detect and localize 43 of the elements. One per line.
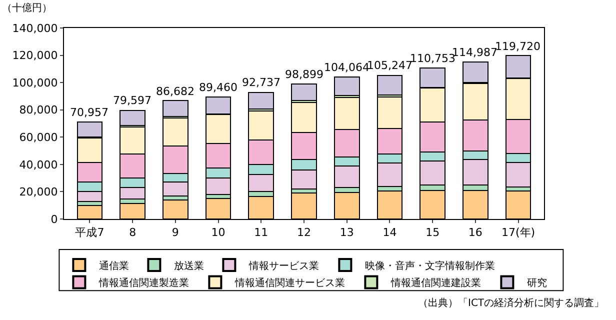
legend-label: 情報通信関連サービス業 — [234, 277, 346, 290]
total-label: 92,737 — [242, 76, 280, 89]
x-tick-label: 13 — [340, 226, 354, 240]
legend-label: 通信業 — [99, 260, 130, 272]
total-label: 86,682 — [156, 85, 194, 98]
bar — [334, 76, 360, 96]
total-label: 98,899 — [285, 68, 324, 81]
legend-label: 情報通信関連製造業 — [98, 277, 190, 290]
x-tick-label: 16 — [468, 226, 482, 240]
bar — [248, 92, 274, 110]
text: （出典）「ICTの経済分析に関する調査」 — [418, 297, 604, 309]
y-tick-label: 140,000 — [12, 22, 58, 35]
x-tick-label: 14 — [382, 226, 397, 240]
total-label: 79,597 — [113, 94, 152, 107]
total-label: 110,753 — [410, 52, 456, 65]
y-tick-label: 80,000 — [19, 104, 58, 117]
legend-label: 放送業 — [174, 260, 204, 272]
x-tick-label: 11 — [254, 226, 268, 240]
y-tick-label: 100,000 — [12, 76, 58, 90]
x-tick-label: 9 — [172, 226, 179, 240]
total-label: 104,064 — [324, 61, 370, 74]
y-axis-title: （十億円） — [2, 2, 52, 14]
bar — [376, 74, 403, 96]
total-label: 70,957 — [70, 106, 108, 119]
legend-label: 情報通信関連建設業 — [390, 277, 482, 290]
y-tick-label: 120,000 — [12, 49, 58, 62]
x-tick-label: 平成7 — [75, 226, 104, 240]
y-tick-label: 40,000 — [19, 158, 58, 172]
total-label: 89,460 — [199, 81, 238, 94]
x-tick-label: 10 — [211, 226, 226, 240]
total-label: 105,247 — [367, 59, 412, 72]
x-tick-label: 17(年) — [501, 226, 536, 240]
legend-label: 映像・音声・文字情報制作業 — [365, 260, 496, 272]
legend-label: 情報サービス業 — [248, 260, 320, 272]
y-tick-label: 20,000 — [19, 186, 58, 199]
y-tick-label: 0 — [50, 212, 58, 226]
legend-label: 研究 — [527, 277, 548, 290]
x-tick-label: 12 — [297, 226, 311, 240]
total-label: 119,720 — [495, 40, 540, 53]
x-tick-label: 15 — [426, 226, 440, 240]
bar — [291, 84, 317, 101]
x-tick-label: 8 — [129, 226, 136, 240]
y-tick-label: 60,000 — [19, 130, 58, 144]
